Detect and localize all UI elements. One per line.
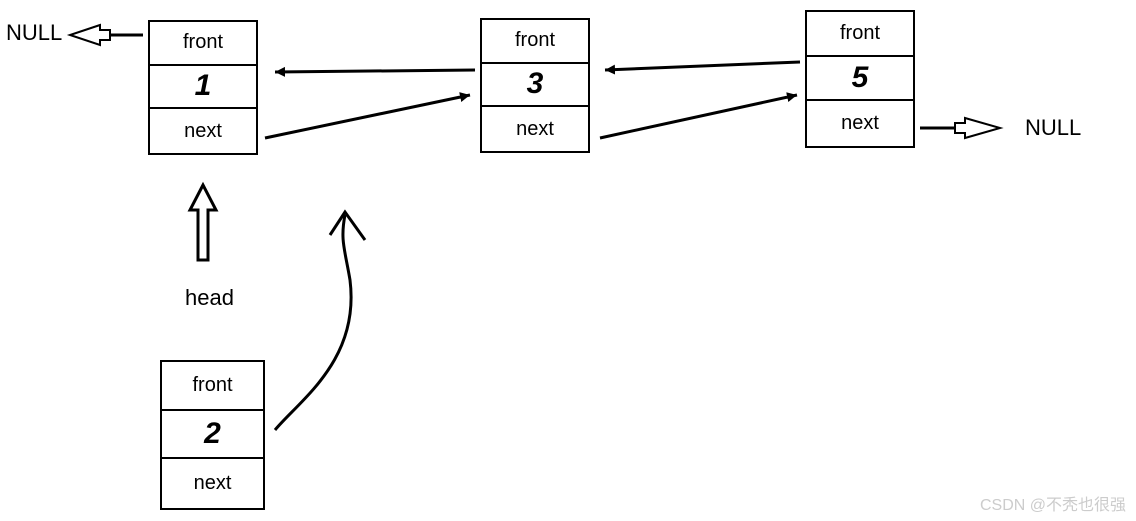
arrow-n2-curve bbox=[275, 215, 351, 430]
arrow-n3-to-n5 bbox=[600, 95, 797, 138]
node-3: front 3 next bbox=[480, 18, 590, 153]
null-right-label: NULL bbox=[1025, 115, 1081, 141]
node-1: front 1 next bbox=[148, 20, 258, 155]
arrow-n1-front-null bbox=[70, 25, 143, 45]
node-2-front: front bbox=[162, 362, 263, 411]
node-1-value: 1 bbox=[150, 66, 256, 110]
node-2: front 2 next bbox=[160, 360, 265, 510]
arrow-n1-to-n3 bbox=[265, 95, 470, 138]
watermark: CSDN @不秃也很强 bbox=[980, 491, 1126, 515]
node-1-front: front bbox=[150, 22, 256, 66]
null-left-label: NULL bbox=[6, 20, 62, 46]
arrow-head-up bbox=[190, 185, 216, 260]
node-2-next: next bbox=[162, 459, 263, 508]
node-5-value: 5 bbox=[807, 57, 913, 102]
arrow-n3-to-n1 bbox=[275, 70, 475, 72]
head-label: head bbox=[185, 285, 234, 311]
node-3-front: front bbox=[482, 20, 588, 64]
arrow-n5-to-n3 bbox=[605, 62, 800, 70]
arrow-n2-curve-head bbox=[330, 212, 365, 240]
node-3-next: next bbox=[482, 107, 588, 151]
node-1-next: next bbox=[150, 109, 256, 153]
node-2-value: 2 bbox=[162, 411, 263, 460]
node-5-front: front bbox=[807, 12, 913, 57]
arrow-n5-next-null bbox=[920, 118, 1000, 138]
node-5-next: next bbox=[807, 101, 913, 146]
node-5: front 5 next bbox=[805, 10, 915, 148]
node-3-value: 3 bbox=[482, 64, 588, 108]
